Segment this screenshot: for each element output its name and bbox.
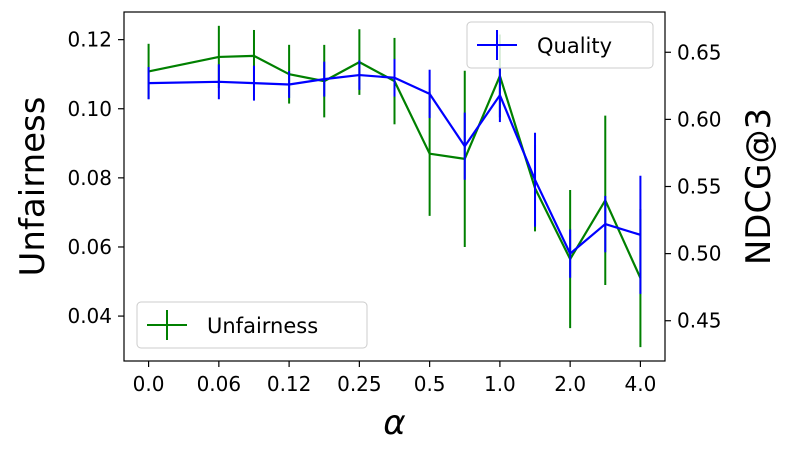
legend-quality-label: Quality — [537, 34, 612, 58]
legend-unfairness-label: Unfairness — [207, 314, 318, 338]
y-left-tick-label-0: 0.04 — [67, 304, 112, 328]
y-right-tick-label-1: 0.50 — [677, 242, 722, 266]
x-tick-label-6: 2.0 — [554, 372, 586, 396]
y-right-axis-title: NDCG@3 — [739, 108, 779, 265]
legend-unfairness-frame — [136, 301, 368, 349]
axes-layer: 0.0 0.06 0.12 0.25 0.5 1.0 2.0 4.0 0.04 0.06 0.08 0… — [67, 11, 722, 396]
legend-unfairness: Unfairness — [136, 301, 368, 349]
x-axis-title: α — [383, 403, 405, 443]
x-tick-label-5: 1.0 — [484, 372, 516, 396]
series-layer — [147, 25, 642, 348]
series-quality — [147, 58, 642, 294]
legend-quality: Quality — [466, 21, 654, 69]
y-left-tick-label-1: 0.06 — [67, 235, 112, 259]
y-left-tick-label-4: 0.12 — [67, 28, 112, 52]
y-left-tick-label-2: 0.08 — [67, 166, 112, 190]
y-right-tick-label-3: 0.60 — [677, 107, 722, 131]
x-tick-label-4: 0.5 — [414, 372, 446, 396]
y-right-tick-label-4: 0.65 — [677, 40, 722, 64]
legend-quality-frame — [466, 21, 654, 69]
quality-line — [148, 73, 641, 255]
x-tick-label-7: 4.0 — [625, 372, 657, 396]
x-tick-label-3: 0.25 — [337, 372, 382, 396]
y-left-axis-title: Unfairness — [13, 97, 53, 277]
y-right-tick-label-2: 0.55 — [677, 175, 722, 199]
y-right-tick-label-0: 0.45 — [677, 309, 722, 333]
x-tick-label-2: 0.12 — [267, 372, 312, 396]
y-left-tick-label-3: 0.10 — [67, 97, 112, 121]
unfairness-line — [148, 54, 642, 279]
x-tick-label-0: 0.0 — [133, 372, 165, 396]
x-tick-label-1: 0.06 — [197, 372, 242, 396]
